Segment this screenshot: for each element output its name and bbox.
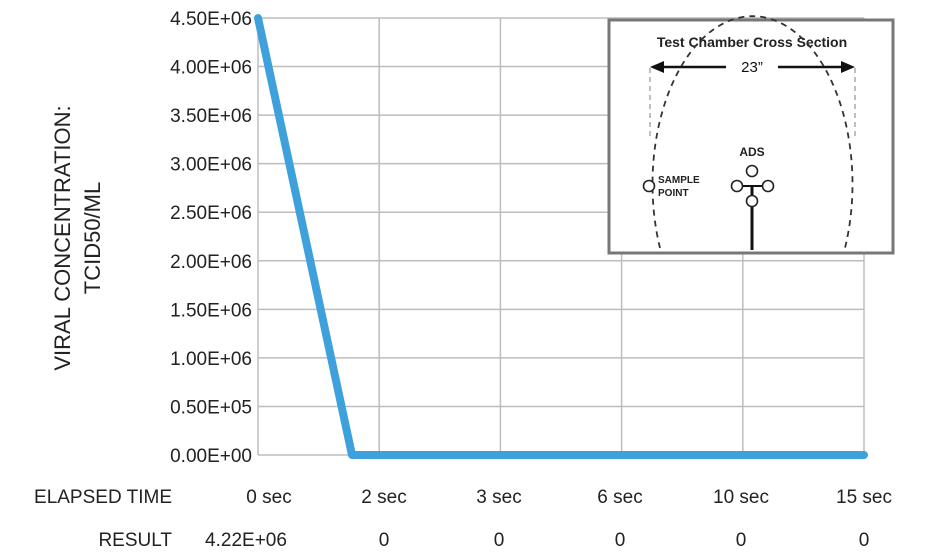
- y-tick-label: 2.50E+06: [170, 203, 252, 224]
- result-value: 0: [736, 530, 747, 551]
- chamber-outline: [651, 15, 854, 249]
- ads-node-bottom: [745, 194, 759, 208]
- result-value: 0: [615, 530, 626, 551]
- data-point: [351, 454, 353, 456]
- x-tick-label: 6 sec: [597, 487, 642, 508]
- width-label: 23”: [741, 59, 763, 76]
- sample-label-line2: POINT: [658, 188, 689, 199]
- x-tick-label: 15 sec: [836, 487, 892, 508]
- y-axis-label-line2: TCID50/ML: [80, 182, 105, 294]
- y-tick-label: 1.00E+06: [170, 349, 252, 370]
- y-axis-ticks: 0.00E+00 0.50E+05 1.00E+06 1.50E+06 2.00E+06…: [170, 9, 252, 467]
- arrowhead-left: [650, 61, 664, 73]
- y-tick-label: 3.50E+06: [170, 106, 252, 127]
- x-axis-rows: ELAPSED TIME RESULT 0 sec 2 sec 3 sec 6 sec…: [34, 487, 892, 551]
- x-tick-label: 3 sec: [476, 487, 521, 508]
- y-tick-label: 1.50E+06: [170, 300, 252, 321]
- data-point: [499, 454, 501, 456]
- x-row-label: ELAPSED TIME: [34, 487, 172, 508]
- sample-label-line1: SAMPLE: [658, 175, 700, 186]
- inset-title: Test Chamber Cross Section: [657, 34, 847, 50]
- result-value: 0: [379, 530, 390, 551]
- y-tick-label: 0.50E+05: [170, 397, 252, 418]
- x-tick-label: 10 sec: [713, 487, 769, 508]
- result-row-label: RESULT: [98, 530, 172, 551]
- x-tick-label: 2 sec: [361, 487, 406, 508]
- data-point: [863, 454, 865, 456]
- inset-cross-section: Test Chamber Cross Section 23” SAMPLE PO…: [607, 15, 895, 255]
- result-value: 4.22E+06: [205, 530, 287, 551]
- y-tick-label: 0.00E+00: [170, 446, 252, 467]
- data-point: [257, 17, 259, 19]
- series-group: [254, 14, 868, 459]
- result-value: 0: [859, 530, 870, 551]
- sample-point-marker: [642, 179, 656, 193]
- ads-node-left: [730, 179, 744, 193]
- y-axis-label-line1: VIRAL CONCENTRATION:: [50, 105, 75, 370]
- y-tick-label: 4.00E+06: [170, 58, 252, 79]
- result-value: 0: [494, 530, 505, 551]
- data-point: [742, 454, 744, 456]
- y-tick-label: 4.50E+06: [170, 9, 252, 30]
- ads-node-right: [761, 179, 775, 193]
- x-tick-label: 0 sec: [246, 487, 291, 508]
- series-line: [254, 14, 868, 459]
- ads-node-top: [745, 164, 759, 178]
- arrowhead-right: [841, 61, 855, 73]
- y-tick-label: 3.00E+06: [170, 155, 252, 176]
- y-tick-label: 2.00E+06: [170, 252, 252, 273]
- data-point: [621, 454, 623, 456]
- ads-label: ADS: [739, 145, 764, 159]
